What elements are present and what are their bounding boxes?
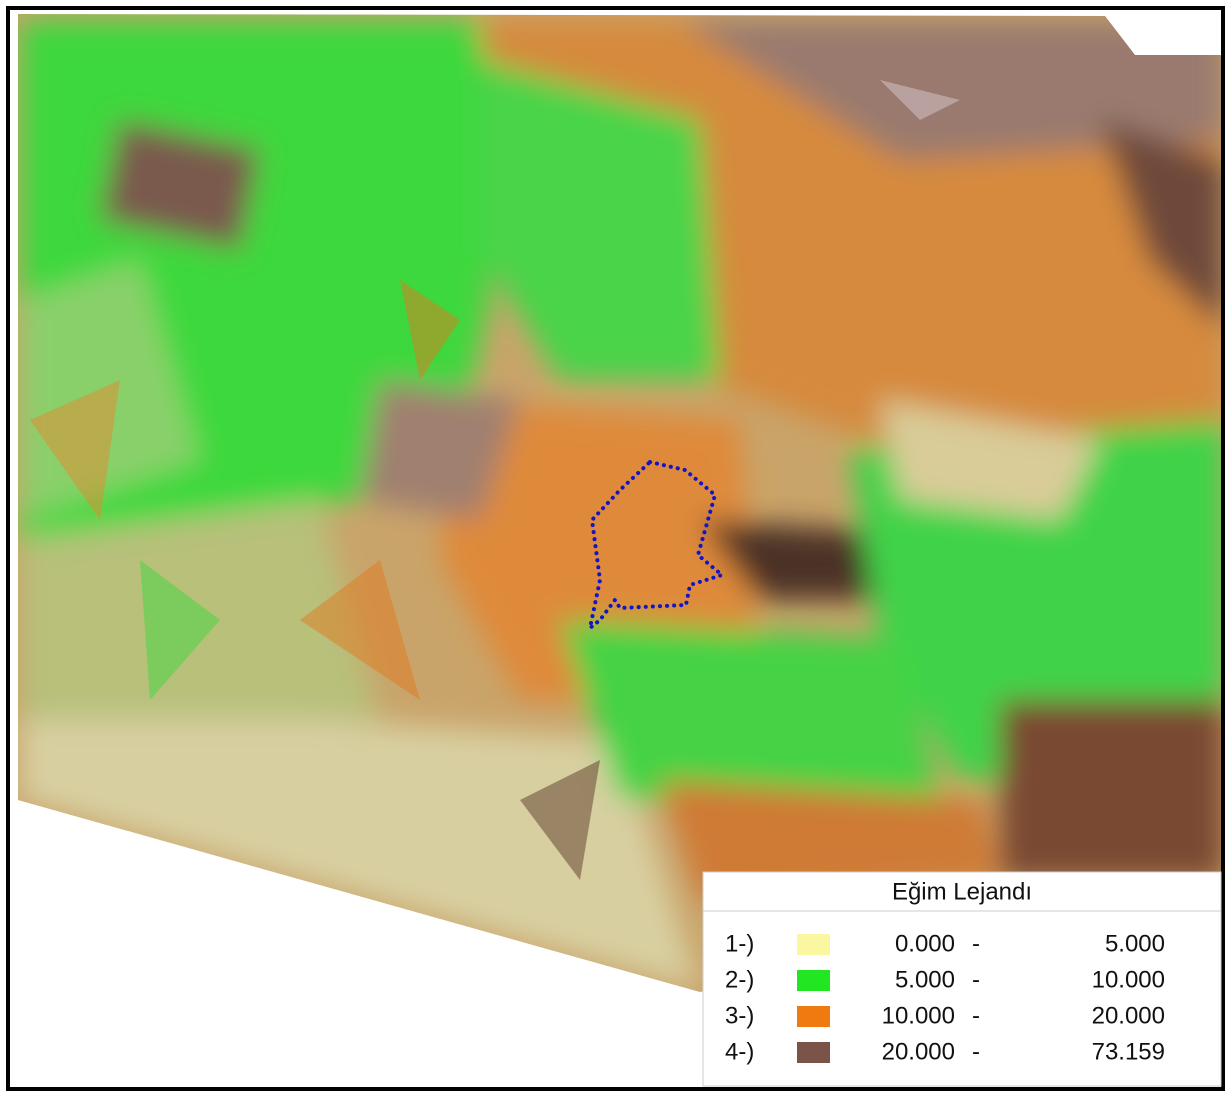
legend-from: 5.000 (895, 966, 955, 993)
legend-from: 20.000 (882, 1038, 955, 1065)
legend-to: 5.000 (1105, 930, 1165, 957)
legend-swatch (797, 1006, 830, 1027)
legend-box (702, 871, 1222, 1087)
frame (6, 6, 1225, 1091)
legend-sep: - (972, 1038, 980, 1065)
legend-sep: - (972, 930, 980, 957)
legend-from: 0.000 (895, 930, 955, 957)
legend-to: 10.000 (1092, 966, 1165, 993)
legend-swatch (797, 934, 830, 955)
legend-sep: - (972, 1002, 980, 1029)
legend-swatch (797, 1042, 830, 1063)
legend-title: Eğim Lejandı (892, 878, 1032, 905)
legend-from: 10.000 (882, 1002, 955, 1029)
legend-sep: - (972, 966, 980, 993)
legend-index: 2-) (725, 966, 754, 993)
legend-index: 1-) (725, 930, 754, 957)
legend-to: 73.159 (1092, 1038, 1165, 1065)
legend-index: 3-) (725, 1002, 754, 1029)
legend-to: 20.000 (1092, 1002, 1165, 1029)
study-area-outline (586, 460, 727, 634)
legend-index: 4-) (725, 1038, 754, 1065)
legend-swatch (797, 970, 830, 991)
